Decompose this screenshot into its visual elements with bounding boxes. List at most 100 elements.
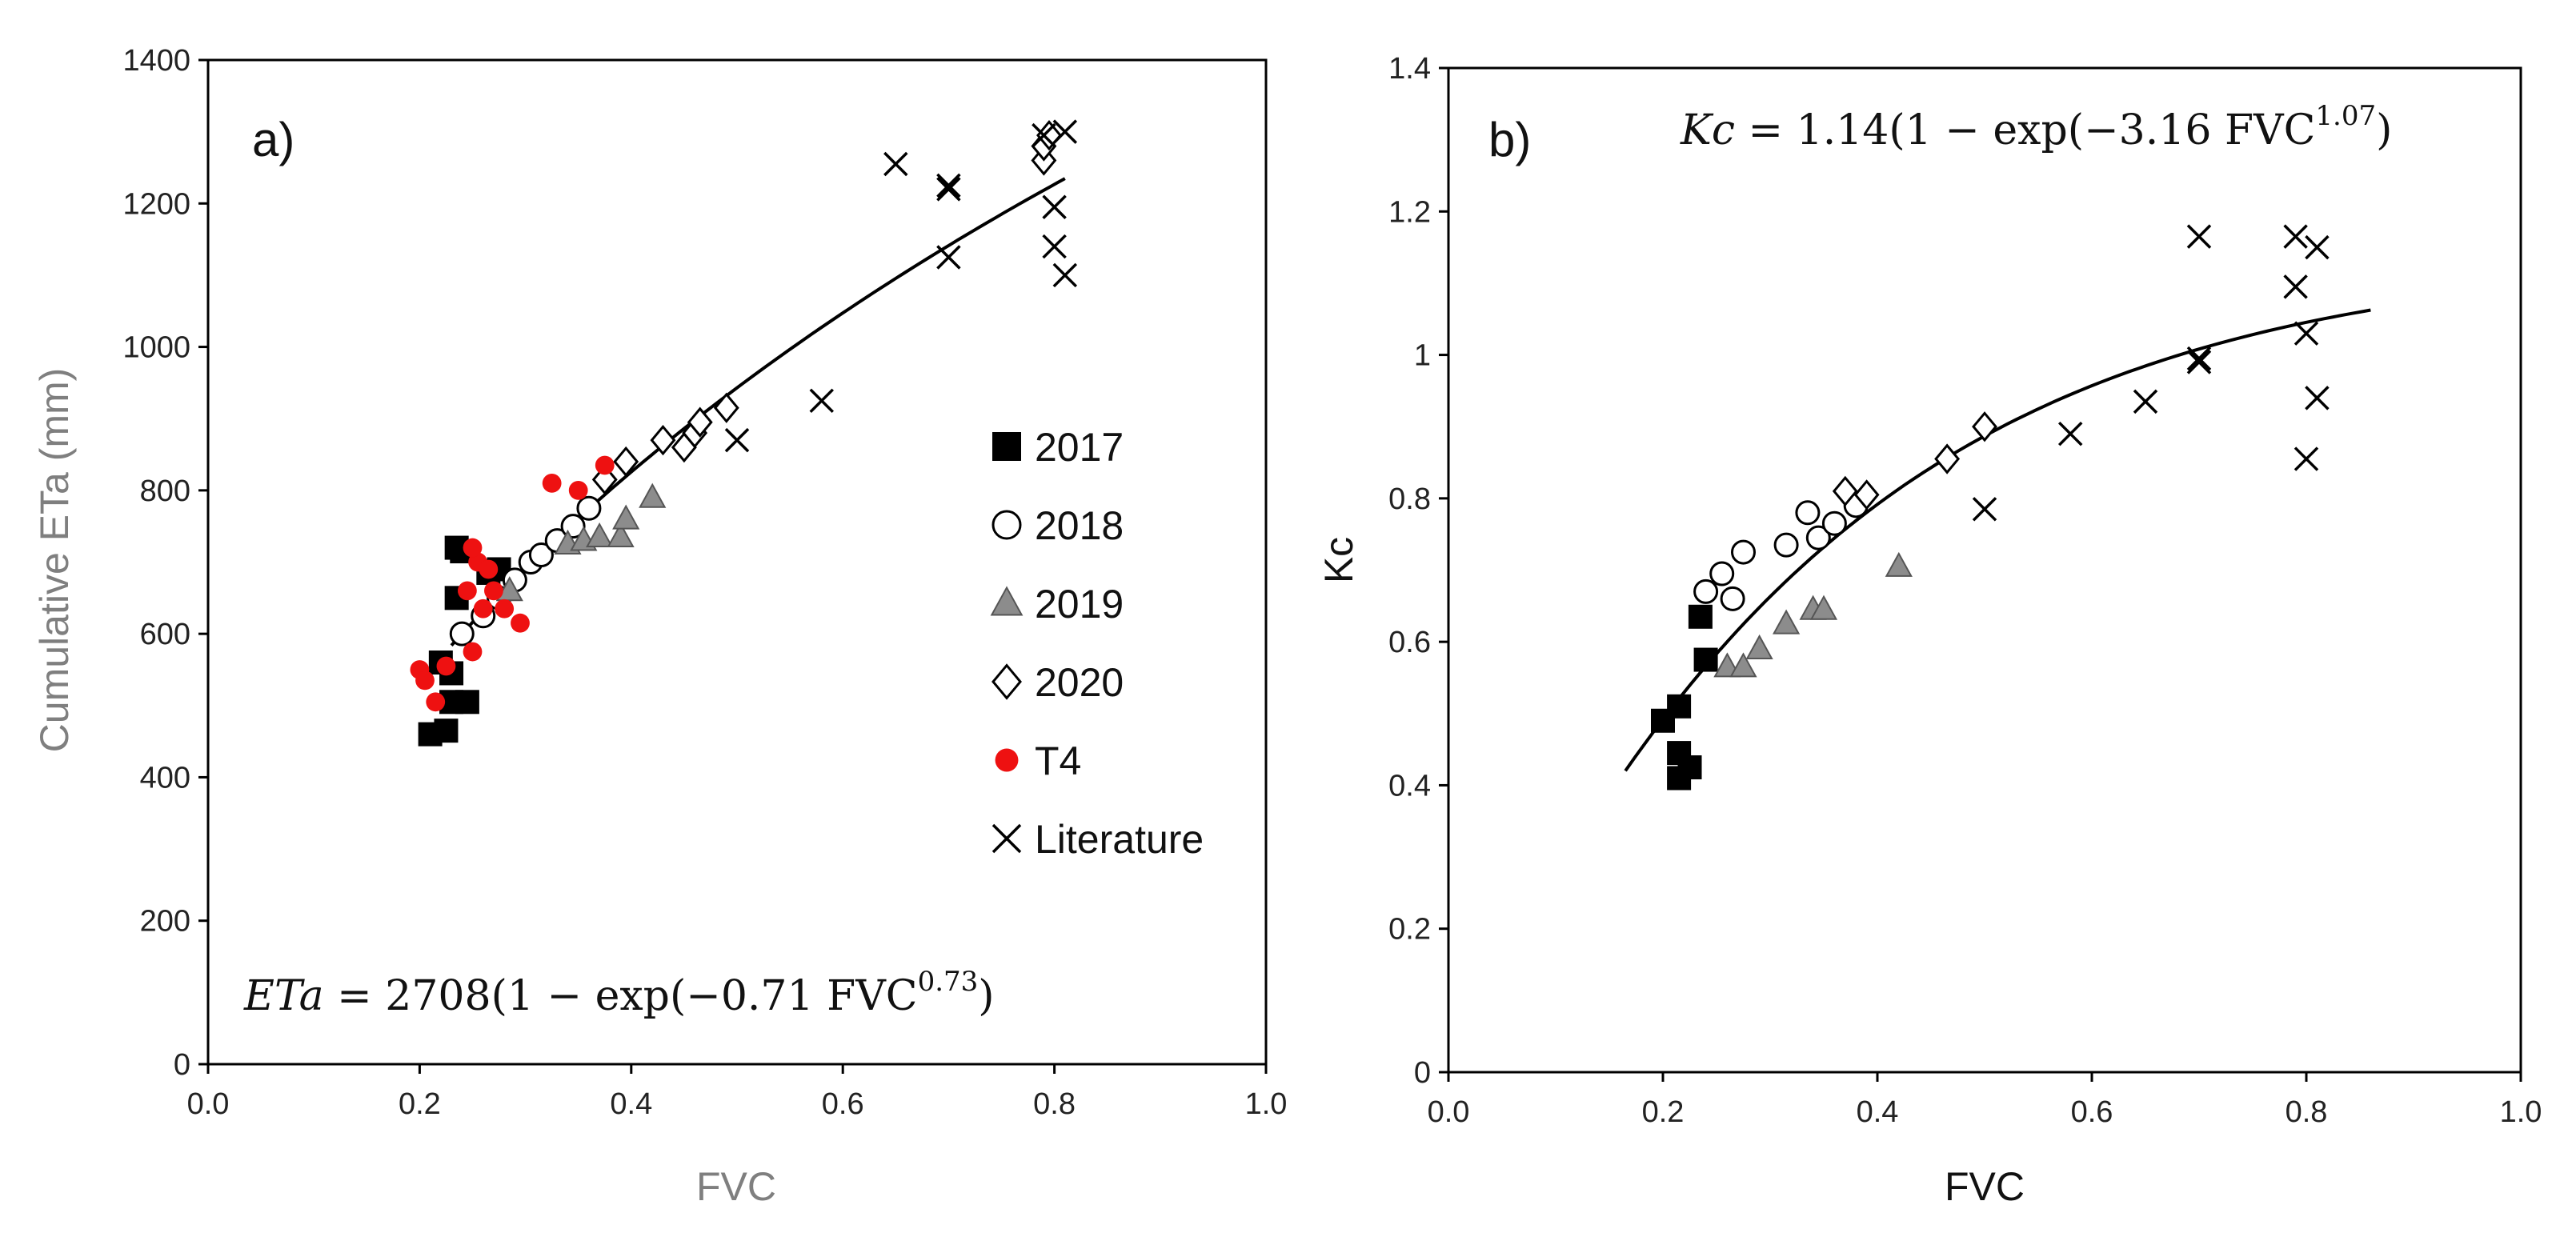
a-ytick-label: 400	[140, 761, 190, 795]
a-point-t4	[473, 598, 493, 618]
b-point-literature	[2283, 224, 2308, 249]
equation-b: Kc = 1.14(1 − exp(−3.16 FVC1.07)	[1680, 100, 2392, 154]
b-xtick-label: 0.2	[1642, 1095, 1685, 1129]
a-ytick-label: 0	[174, 1048, 190, 1082]
b-ytick-label: 1.4	[1388, 52, 1431, 86]
legend-label-2017: 2017	[1035, 425, 1124, 470]
b-point-2017	[1688, 604, 1713, 629]
equation-a: ETa = 2708(1 − exp(−0.71 FVC0.73)	[243, 966, 995, 1020]
a-ytick-label: 200	[140, 905, 190, 939]
a-point-t4	[484, 581, 503, 601]
a-xtick-label: 0.2	[399, 1087, 441, 1121]
a-point-t4	[415, 671, 435, 691]
b-point-2018	[1731, 539, 1756, 565]
a-point-t4	[495, 598, 515, 618]
b-ytick-label: 0	[1414, 1056, 1431, 1090]
a-point-2018	[449, 621, 475, 647]
b-xtick-label: 1.0	[2500, 1095, 2542, 1129]
legend: 2017 2018 2019 2020 T4 Literature	[990, 425, 1204, 862]
b-point-literature	[2057, 421, 2083, 446]
b-point-literature	[2133, 389, 2158, 414]
b-point-2017	[1693, 647, 1718, 672]
panel-label-b: b)	[1488, 113, 1531, 166]
equation-a-body: = 2708(1 − exp(−0.71 FVC	[324, 972, 918, 1020]
a-xtick-label: 0.6	[822, 1087, 864, 1121]
legend-label-2019: 2019	[1035, 582, 1124, 627]
b-point-2020	[1972, 411, 1997, 442]
b-xtick-label: 0.8	[2286, 1095, 2328, 1129]
panel-label-a: a)	[252, 113, 294, 166]
a-fit-curve	[450, 177, 1066, 647]
equation-b-body: = 1.14(1 − exp(−3.16 FVC	[1735, 106, 2315, 154]
b-point-2019	[1745, 634, 1773, 660]
a-point-t4	[595, 455, 615, 475]
a-point-literature	[1042, 194, 1067, 220]
b-point-2018	[1720, 586, 1745, 611]
a-xtick-label: 0.4	[610, 1087, 652, 1121]
a-point-t4	[463, 642, 483, 662]
a-point-2017	[455, 690, 479, 715]
b-point-literature	[2305, 234, 2330, 260]
a-point-literature	[936, 245, 961, 270]
b-point-2018	[1773, 532, 1799, 558]
a-point-literature	[1032, 122, 1056, 148]
a-point-t4	[457, 581, 477, 601]
b-point-literature	[2294, 321, 2319, 346]
a-point-2018	[576, 495, 602, 521]
b-point-2018	[1795, 500, 1821, 526]
b-point-literature	[2305, 386, 2330, 410]
legend-marker-2019	[990, 586, 1024, 616]
a-point-literature	[1052, 119, 1078, 144]
a-ytick-label: 800	[140, 474, 190, 508]
a-point-literature	[883, 151, 908, 177]
b-point-2017	[1667, 694, 1692, 719]
b-point-literature	[2186, 346, 2212, 371]
b-xtick-label: 0.4	[1857, 1095, 1899, 1129]
equation-b-lhs: Kc	[1680, 106, 1735, 154]
b-point-literature	[2186, 224, 2212, 249]
b-ytick-label: 1.2	[1388, 195, 1431, 229]
a-point-2020	[613, 446, 639, 478]
a-xtick-label: 0.0	[187, 1087, 230, 1121]
b-point-2019	[1729, 652, 1757, 678]
b-fit-curve	[1624, 308, 2371, 772]
b-point-literature	[2294, 446, 2319, 471]
a-point-2019	[607, 522, 635, 548]
legend-marker-t4	[995, 748, 1019, 772]
x-axis-label-b: FVC	[1945, 1164, 2025, 1209]
equation-b-exponent: 1.07	[2315, 100, 2376, 132]
b-ytick-label: 0.2	[1388, 913, 1431, 947]
a-point-2019	[639, 482, 667, 508]
b-point-2018	[1821, 510, 1847, 536]
y-axis-label-b: Kc	[1316, 537, 1361, 583]
a-xtick-label: 1.0	[1245, 1087, 1288, 1121]
b-point-literature	[2186, 350, 2212, 374]
b-xtick-label: 0.6	[2071, 1095, 2113, 1129]
a-ytick-label: 600	[140, 618, 190, 651]
a-xtick-label: 0.8	[1033, 1087, 1076, 1121]
plot-area-a	[206, 58, 1268, 1066]
b-point-2017	[1667, 766, 1692, 791]
plot-area-b	[1447, 66, 2522, 1074]
legend-marker-2020	[992, 663, 1022, 700]
equation-b-tail: )	[2376, 106, 2392, 154]
b-point-2019	[1885, 551, 1913, 577]
b-point-2019	[1773, 609, 1801, 635]
legend-marker-2018	[992, 510, 1022, 540]
b-ytick-label: 0.4	[1388, 769, 1431, 803]
equation-a-exponent: 0.73	[918, 966, 979, 998]
panel-a: 0 200 400 600 800 1000 1200 1400 0.0 0.2 0.4 0.6 0.8…	[32, 44, 1287, 1209]
a-point-2017	[434, 719, 459, 743]
a-point-t4	[463, 538, 483, 558]
b-point-2020	[1853, 479, 1880, 510]
a-point-2018	[528, 542, 554, 568]
legend-marker-2017	[992, 432, 1021, 461]
b-point-2018	[1693, 578, 1719, 604]
legend-marker-literature	[992, 823, 1022, 854]
b-xtick-label: 0.0	[1428, 1095, 1470, 1129]
legend-label-t4: T4	[1035, 739, 1081, 783]
a-ytick-label: 1400	[122, 44, 190, 78]
a-point-2019	[612, 504, 640, 530]
b-ytick-label: 1	[1414, 339, 1431, 373]
